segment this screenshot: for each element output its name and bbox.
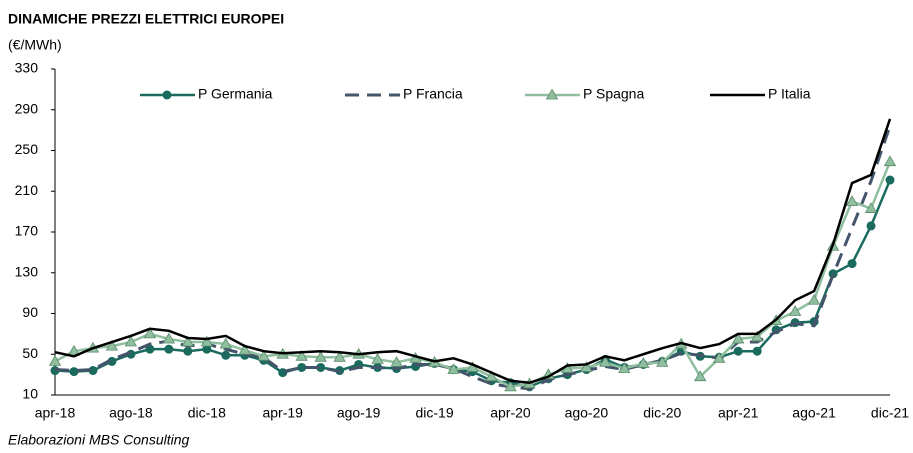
point bbox=[694, 370, 707, 382]
x-tick-label: ago-18 bbox=[109, 405, 153, 421]
y-tick-label: 130 bbox=[15, 263, 39, 279]
point bbox=[295, 349, 308, 361]
point bbox=[200, 335, 214, 347]
source-note: Elaborazioni MBS Consulting bbox=[8, 432, 190, 448]
point bbox=[866, 221, 876, 231]
point bbox=[580, 361, 593, 372]
point bbox=[485, 370, 498, 382]
point bbox=[807, 293, 821, 305]
y-tick-label: 290 bbox=[15, 100, 39, 116]
x-tick-label: apr-20 bbox=[490, 405, 531, 421]
x-tick-label: dic-21 bbox=[871, 405, 909, 421]
x-tick-label: apr-21 bbox=[718, 405, 759, 421]
point bbox=[447, 363, 460, 374]
y-tick-label: 90 bbox=[22, 304, 38, 320]
legend-label: P Francia bbox=[403, 86, 463, 102]
x-tick-label: ago-20 bbox=[565, 405, 609, 421]
x-tick-label: dic-18 bbox=[188, 405, 226, 421]
y-axis-label: (€/MWh) bbox=[8, 37, 62, 53]
point bbox=[656, 356, 669, 367]
point bbox=[257, 349, 270, 361]
chart-title: DINAMICHE PREZZI ELETTRICI EUROPEI bbox=[8, 11, 284, 27]
point bbox=[845, 195, 859, 206]
legend-label: P Germania bbox=[198, 86, 273, 102]
y-tick-label: 250 bbox=[15, 141, 39, 157]
legend-label: P Spagna bbox=[583, 86, 644, 102]
series-line bbox=[54, 161, 892, 389]
point bbox=[371, 353, 384, 364]
x-tick-label: apr-19 bbox=[262, 405, 303, 421]
point bbox=[864, 202, 878, 213]
point bbox=[297, 362, 307, 372]
point bbox=[637, 357, 650, 368]
point bbox=[221, 350, 231, 360]
point bbox=[390, 356, 403, 367]
x-tick-label: dic-19 bbox=[415, 405, 453, 421]
point bbox=[162, 90, 172, 100]
series-line bbox=[54, 125, 892, 391]
point bbox=[847, 259, 857, 269]
y-tick-label: 170 bbox=[15, 223, 39, 239]
point bbox=[181, 335, 195, 347]
point bbox=[238, 343, 251, 355]
point bbox=[314, 351, 327, 362]
point bbox=[145, 344, 155, 354]
point bbox=[316, 362, 326, 372]
point bbox=[599, 356, 612, 367]
point bbox=[183, 346, 193, 356]
point bbox=[105, 339, 119, 351]
y-tick-label: 50 bbox=[22, 345, 38, 361]
x-tick-label: ago-19 bbox=[337, 405, 381, 421]
x-tick-label: dic-20 bbox=[643, 405, 681, 421]
point bbox=[750, 330, 764, 342]
point bbox=[545, 88, 559, 100]
point bbox=[731, 332, 745, 344]
point bbox=[713, 352, 726, 363]
point bbox=[504, 380, 517, 392]
point bbox=[788, 305, 802, 316]
point bbox=[164, 344, 174, 354]
y-tick-label: 10 bbox=[22, 386, 38, 402]
x-tick-label: apr-18 bbox=[35, 405, 76, 421]
point bbox=[69, 367, 79, 377]
point bbox=[202, 344, 212, 354]
y-tick-label: 330 bbox=[15, 60, 39, 76]
point bbox=[618, 362, 631, 373]
point bbox=[162, 332, 176, 344]
point bbox=[143, 327, 157, 339]
point bbox=[733, 346, 743, 356]
series-line bbox=[54, 118, 892, 385]
legend-label: P Italia bbox=[768, 86, 811, 102]
x-tick-label: ago-21 bbox=[792, 405, 836, 421]
point bbox=[885, 175, 895, 185]
point bbox=[333, 351, 346, 362]
y-tick-label: 210 bbox=[15, 182, 39, 198]
point bbox=[48, 355, 62, 366]
point bbox=[752, 346, 762, 356]
point bbox=[883, 155, 897, 167]
point bbox=[124, 335, 138, 347]
series-line bbox=[54, 179, 892, 389]
point bbox=[219, 337, 232, 349]
